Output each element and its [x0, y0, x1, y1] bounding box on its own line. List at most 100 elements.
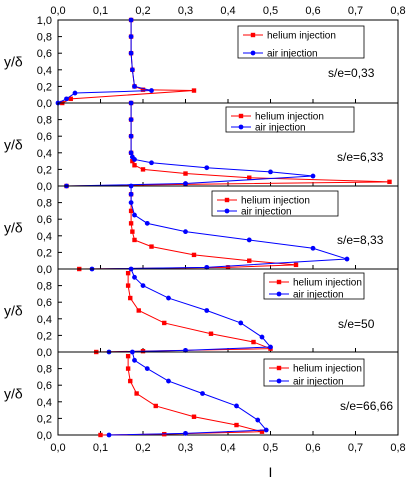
legend-marker-square	[224, 197, 230, 203]
data-point-air	[129, 154, 135, 160]
legend-label: helium injection	[267, 31, 336, 42]
y-tick-label: 0,0	[37, 430, 52, 442]
data-point-air	[183, 229, 188, 235]
y-tick-label: 0,4	[37, 231, 52, 243]
data-point-helium	[140, 167, 146, 172]
data-point-helium	[125, 270, 131, 276]
x-tick-label-bottom: 0,1	[93, 442, 108, 454]
data-point-air	[238, 320, 244, 326]
data-point-air	[128, 266, 134, 272]
legend-box	[211, 190, 339, 217]
x-tick-label-top: 0,3	[178, 5, 193, 17]
data-point-air	[129, 67, 135, 73]
data-point-helium	[225, 265, 231, 270]
legend-label: air injection	[293, 377, 344, 388]
y-tick-label: 0,8	[37, 281, 52, 293]
legend-box	[263, 358, 365, 387]
data-point-helium	[130, 158, 135, 164]
data-point-air	[64, 96, 69, 102]
data-point-air	[144, 220, 150, 226]
y-tick-label: 0,8	[37, 198, 52, 210]
y-tick-label: 0,2	[37, 330, 52, 342]
data-point-air	[268, 344, 273, 350]
data-point-air	[200, 391, 205, 396]
data-point-helium	[140, 87, 146, 92]
data-point-air	[72, 90, 78, 96]
y-tick-label: 0,6	[37, 131, 52, 143]
y-tick-label: 0,4	[37, 314, 52, 326]
data-point-helium	[251, 339, 256, 345]
x-tick-label-bottom: 0,2	[135, 442, 150, 454]
x-tick-label-top: 0,4	[220, 5, 235, 17]
legend-box	[263, 272, 365, 300]
y-tick-label: 0,4	[37, 65, 52, 77]
data-point-air	[128, 133, 134, 139]
data-point-helium	[128, 295, 133, 301]
data-point-helium	[134, 391, 139, 396]
legend-label: air injection	[267, 49, 318, 60]
data-point-helium	[387, 179, 392, 185]
x-tick-label-bottom: 0,3	[178, 442, 193, 454]
data-point-helium	[191, 252, 197, 258]
data-point-helium	[183, 171, 188, 176]
legend-label: helium injection	[293, 364, 362, 375]
data-point-air	[128, 100, 134, 106]
data-point-helium	[149, 244, 154, 249]
data-point-air	[132, 357, 137, 363]
panel-annotation: s/e=50	[338, 317, 375, 331]
y-axis-title: y/δ	[4, 386, 23, 402]
legend-label: air injection	[241, 207, 292, 218]
x-tick-label-bottom: 0,4	[220, 442, 235, 454]
data-point-air	[259, 334, 265, 340]
data-point-helium	[125, 366, 131, 371]
data-point-helium	[208, 331, 214, 336]
x-tick-label-bottom: 0,6	[305, 442, 320, 454]
data-point-air	[128, 17, 134, 23]
legend-marker-circle	[238, 124, 244, 130]
data-point-air	[128, 191, 134, 197]
data-point-helium	[191, 414, 197, 419]
data-point-helium	[132, 163, 137, 168]
panel-annotation: s/e=66,66	[340, 399, 393, 413]
series-line-air	[108, 351, 268, 436]
y-tick-label: 0,2	[37, 164, 52, 176]
y-tick-label: 0,2	[37, 413, 52, 425]
legend-label: air injection	[293, 290, 344, 301]
data-point-air	[128, 200, 134, 206]
y-tick-label: 0,6	[37, 380, 52, 392]
y-axis-title: y/δ	[4, 303, 23, 319]
y-axis-title: y/δ	[4, 137, 23, 153]
data-point-helium	[125, 283, 131, 288]
y-tick-label: 0,8	[37, 32, 52, 44]
data-point-air	[204, 165, 210, 171]
data-point-air	[129, 349, 135, 355]
data-point-air	[140, 283, 146, 288]
legend-marker-square	[250, 32, 256, 38]
data-point-air	[183, 430, 188, 436]
series-line-helium	[62, 20, 195, 104]
data-point-helium	[247, 258, 252, 263]
data-point-air	[255, 417, 261, 423]
x-tick-label-top: 0,1	[93, 5, 108, 17]
data-point-air	[183, 181, 188, 186]
data-point-helium	[125, 353, 131, 359]
data-point-air	[132, 212, 137, 218]
data-point-air	[128, 117, 134, 122]
series-line-air	[57, 20, 152, 104]
y-tick-label: 0,0	[37, 264, 52, 276]
x-tick-label-bottom: 0,7	[348, 442, 363, 454]
data-point-air	[132, 274, 137, 280]
y-tick-label: 0,4	[37, 397, 52, 409]
data-point-air	[128, 34, 134, 39]
data-point-helium	[247, 175, 252, 180]
series-line-helium	[96, 273, 271, 353]
data-point-helium	[132, 237, 137, 243]
data-point-air	[149, 88, 154, 93]
data-point-helium	[128, 221, 134, 226]
x-tick-label-top: 0,6	[305, 5, 320, 17]
data-point-air	[166, 295, 171, 301]
x-tick-label-top: 0,0	[50, 5, 65, 17]
data-point-air	[344, 256, 350, 262]
legend-label: air injection	[255, 123, 306, 134]
legend-marker-circle	[224, 208, 230, 214]
